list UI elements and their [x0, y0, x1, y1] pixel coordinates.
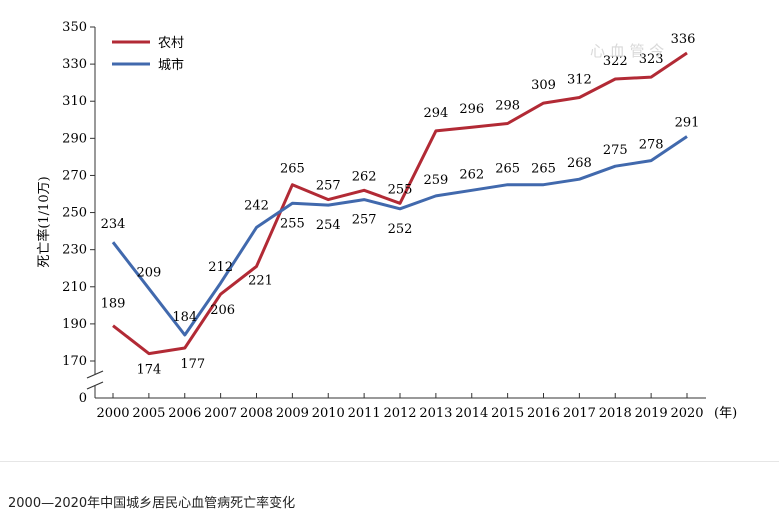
caption-divider: [0, 461, 779, 462]
line-chart: 170 190 210 230 250 270 290 310 330 350 0 2000 2005…: [36, 20, 737, 421]
x-axis-unit-label: (年): [714, 406, 737, 421]
x-tick-label: 2007: [204, 406, 237, 421]
data-label-rural: 262: [352, 169, 377, 184]
data-label-rural: 221: [248, 273, 273, 288]
data-label-rural: 312: [567, 73, 592, 88]
y-axis-ticks: 170 190 210 230 250 270 290 310 330 350 0: [62, 20, 95, 406]
data-label-rural: 336: [671, 32, 696, 47]
data-label-rural: 294: [423, 106, 448, 121]
x-tick-label: 2016: [527, 406, 560, 421]
x-tick-label: 2011: [348, 406, 381, 421]
x-tick-label: 2017: [563, 406, 596, 421]
data-label-rural: 177: [180, 357, 205, 372]
y-tick-label: 190: [62, 317, 87, 332]
x-tick-label: 2005: [132, 406, 165, 421]
y-tick-label: 210: [62, 280, 87, 295]
data-label-rural: 296: [459, 102, 484, 117]
series-line-rural: [112, 51, 688, 356]
data-label-urban: 252: [388, 222, 413, 237]
data-label-rural: 206: [210, 303, 235, 318]
data-label-urban: 184: [172, 310, 197, 325]
x-tick-label: 2000: [96, 406, 129, 421]
figure-caption: 2000—2020年中国城乡居民心血管病死亡率变化: [8, 496, 296, 511]
y-tick-label: 270: [62, 168, 87, 183]
x-tick-label: 2012: [383, 406, 416, 421]
x-tick-label: 2013: [419, 406, 452, 421]
y-tick-label: 290: [62, 131, 87, 146]
data-label-rural: 298: [495, 98, 520, 113]
data-label-urban: 257: [352, 213, 377, 228]
data-label-urban: 265: [495, 162, 520, 177]
x-tick-label: 2008: [240, 406, 273, 421]
x-tick-label: 2015: [491, 406, 524, 421]
x-tick-label: 2020: [670, 406, 703, 421]
y-tick-label: 170: [62, 354, 87, 369]
watermark: 心 血 管 今: [590, 42, 665, 60]
axis-break-mark: [86, 370, 104, 379]
legend-label-rural: 农村: [158, 36, 184, 51]
data-label-urban: 262: [459, 167, 484, 182]
data-label-urban: 212: [208, 260, 233, 275]
y-tick-label: 330: [62, 57, 87, 72]
x-tick-label: 2018: [599, 406, 632, 421]
x-tick-label: 2014: [455, 406, 488, 421]
y-tick-label-zero: 0: [79, 391, 87, 406]
data-label-rural: 309: [531, 78, 556, 93]
data-label-rural: 322: [603, 54, 628, 69]
y-tick-label: 250: [62, 206, 87, 221]
y-tick-label: 350: [62, 20, 87, 35]
data-label-urban: 259: [423, 173, 448, 188]
data-label-rural: 265: [280, 162, 305, 177]
data-label-rural: 174: [136, 363, 161, 378]
x-tick-label: 2009: [276, 406, 309, 421]
x-tick-label: 2010: [312, 406, 345, 421]
x-axis-ticks: 2000 2005 2006 2007 2008 2009 2010 2011 2012 2013…: [96, 393, 704, 421]
series-lines: [111, 51, 688, 356]
data-label-urban: 209: [136, 266, 161, 281]
data-label-urban: 234: [101, 217, 126, 232]
series-line-urban: [111, 135, 688, 337]
y-tick-label: 310: [62, 94, 87, 109]
legend-label-urban: 城市: [158, 57, 184, 73]
axis-break-mark: [86, 381, 104, 390]
x-tick-label: 2019: [635, 406, 668, 421]
data-label-urban: 291: [675, 115, 700, 130]
data-label-urban: 254: [316, 218, 341, 233]
data-labels: 189 174 177 206 221 265 257 262 255 294 296 298 309 3…: [101, 32, 700, 378]
data-label-rural: 255: [388, 182, 413, 197]
data-label-rural: 189: [101, 297, 126, 312]
data-label-rural: 323: [639, 52, 664, 67]
data-label-urban: 268: [567, 156, 592, 171]
data-label-urban: 278: [639, 138, 664, 153]
chart-axes: [86, 27, 706, 399]
data-label-urban: 255: [280, 216, 305, 231]
data-label-urban: 265: [531, 162, 556, 177]
data-label-urban: 242: [244, 198, 269, 213]
y-axis-label: 死亡率(1/10万): [36, 176, 52, 267]
y-tick-label: 230: [62, 243, 87, 258]
data-label-urban: 275: [603, 143, 628, 158]
data-label-rural: 257: [316, 179, 341, 194]
x-tick-label: 2006: [168, 406, 201, 421]
